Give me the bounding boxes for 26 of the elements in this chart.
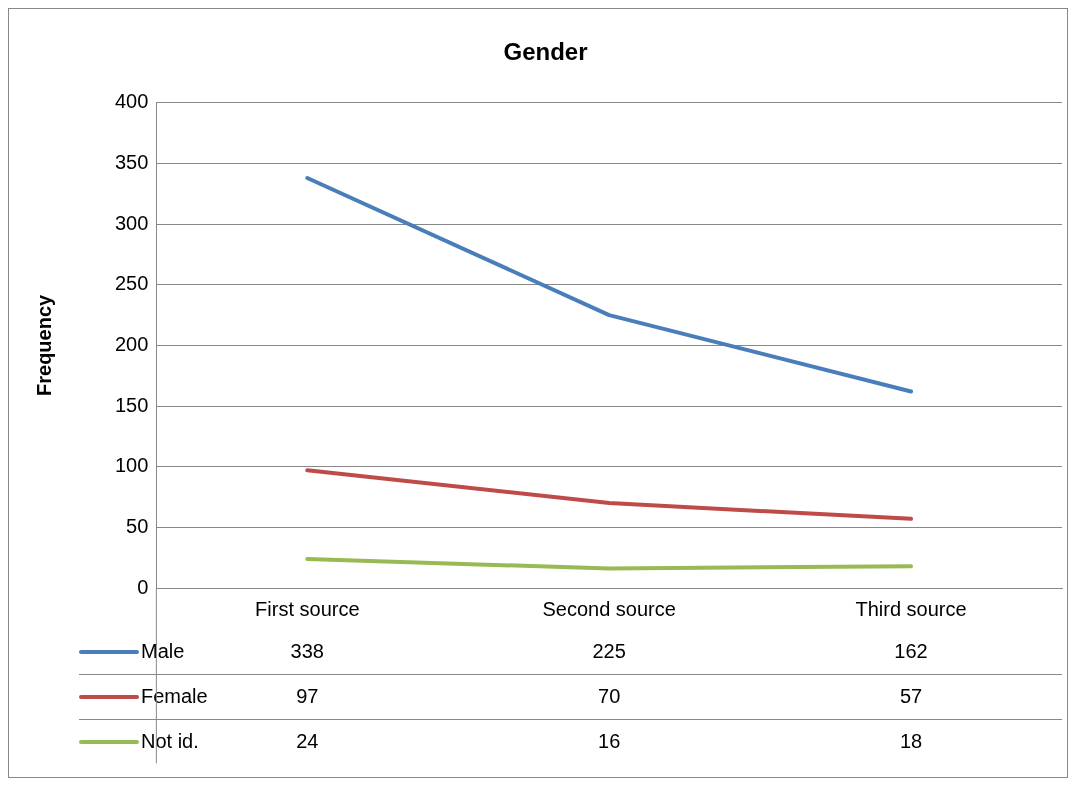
- y-tick-label: 150: [114, 393, 149, 416]
- legend-label: Female: [141, 684, 208, 707]
- x-tick-label: Third source: [855, 597, 967, 620]
- data-label: 18: [899, 729, 923, 752]
- data-label: 70: [598, 684, 621, 707]
- y-tick-label: 50: [126, 514, 149, 537]
- data-label: 57: [899, 684, 923, 707]
- data-label: 97: [296, 684, 319, 707]
- x-tick-label: First source: [255, 597, 360, 620]
- data-label: 16: [598, 729, 621, 752]
- y-tick-label: 0: [137, 575, 149, 598]
- data-label: 24: [296, 729, 319, 752]
- y-tick-label: 300: [114, 211, 149, 234]
- data-label: 338: [290, 639, 324, 662]
- data-label: 162: [894, 639, 928, 662]
- legend-label: Not id.: [141, 729, 199, 752]
- data-label: 225: [592, 639, 626, 662]
- chart-title: Gender: [503, 38, 588, 66]
- y-tick-label: 100: [114, 454, 149, 477]
- y-tick-label: 250: [114, 272, 149, 295]
- y-tick-label: 200: [114, 332, 149, 355]
- y-tick-label: 400: [114, 90, 149, 113]
- y-axis-title: Frequency: [32, 293, 55, 396]
- x-tick-label: Second source: [542, 597, 676, 620]
- y-tick-label: 350: [114, 150, 149, 173]
- legend-label: Male: [141, 639, 185, 662]
